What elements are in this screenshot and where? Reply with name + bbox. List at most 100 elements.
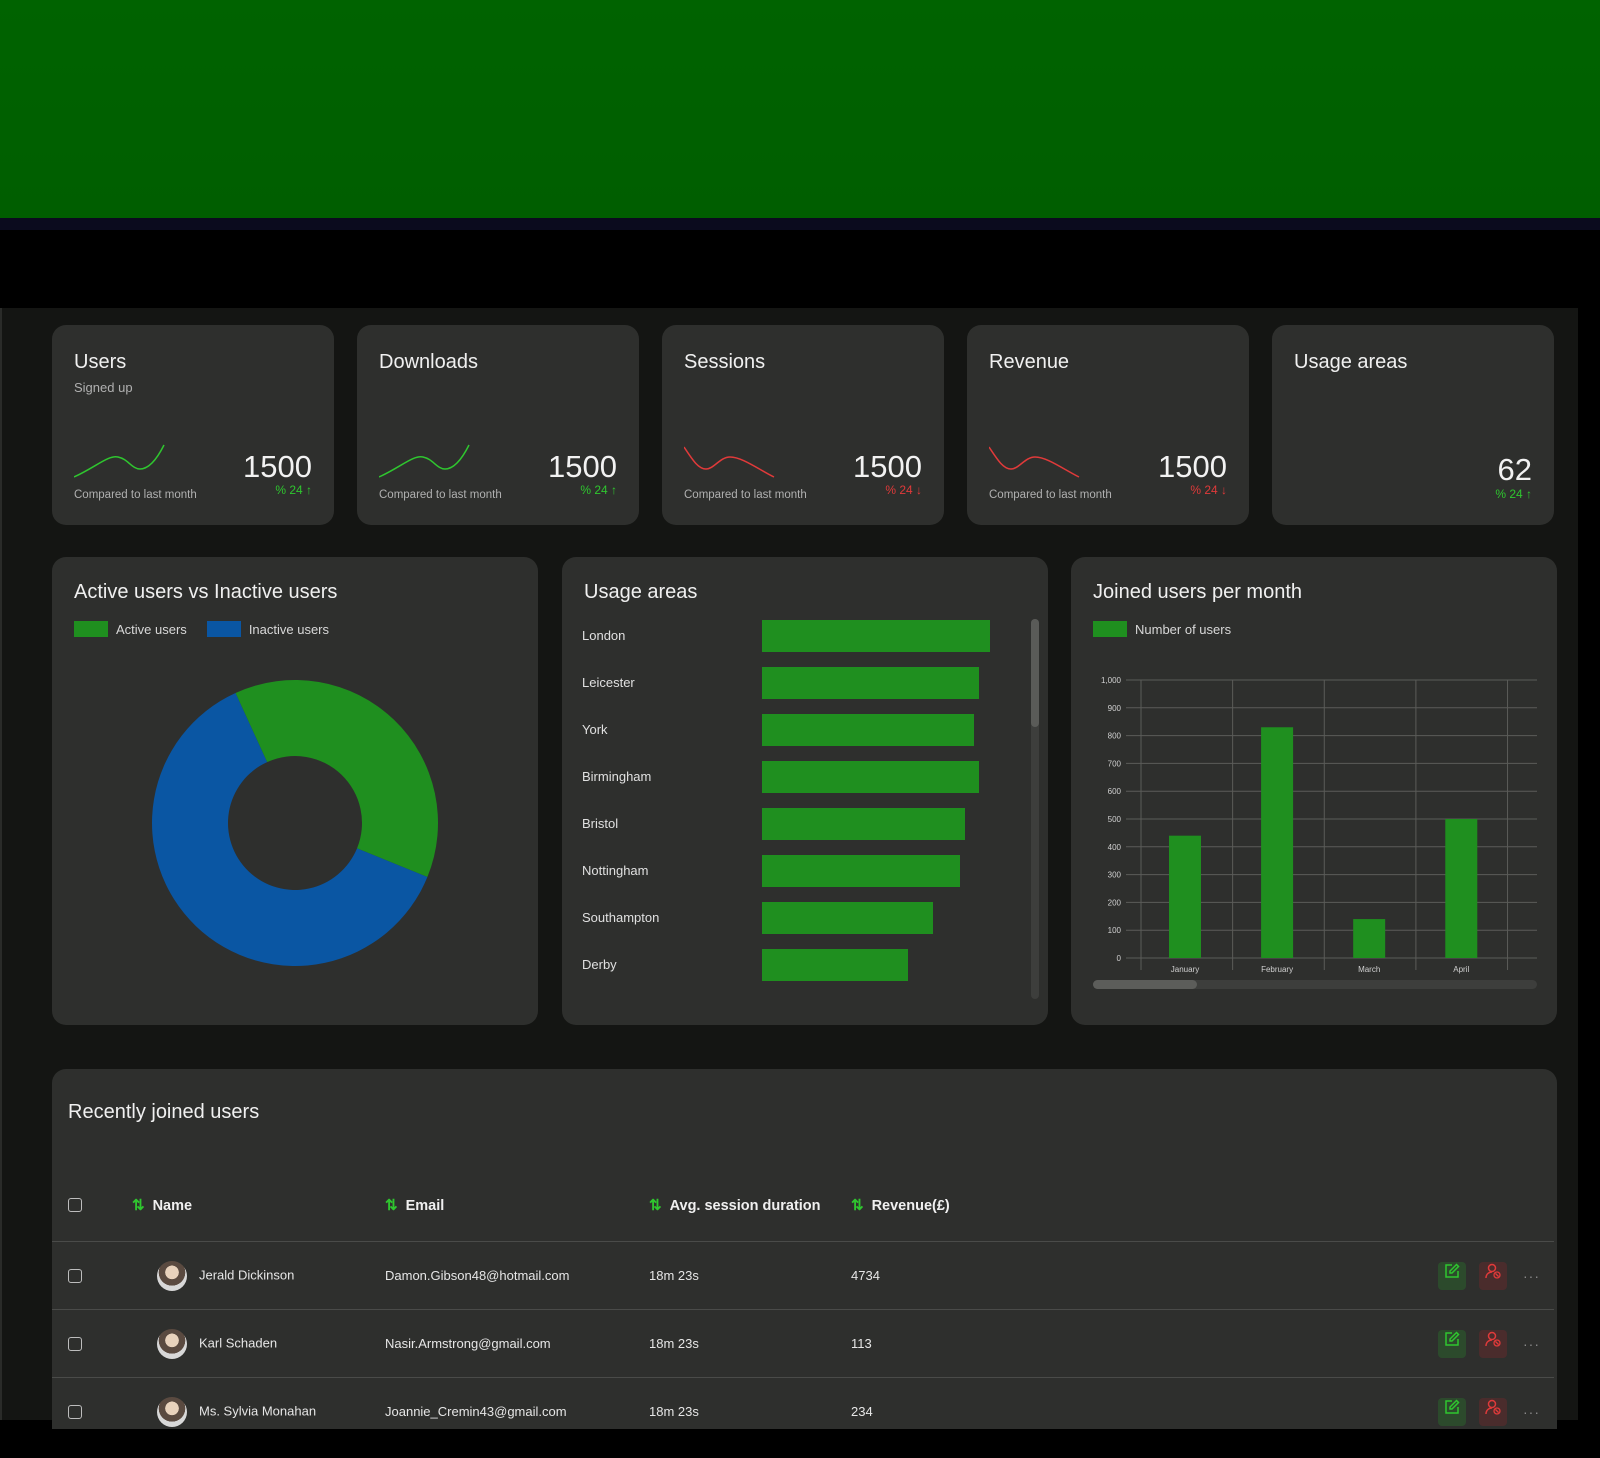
horizontal-scrollbar[interactable] [1093,980,1537,989]
y-tick-label: 500 [1108,815,1122,824]
user-revenue: 113 [851,1309,1171,1378]
stat-card-revenue: Revenue Compared to last month 1500 % 24… [967,325,1249,525]
stat-change: % 24 ↑ [580,483,617,497]
user-email: Nasir.Armstrong@gmail.com [385,1309,649,1378]
row-checkbox[interactable] [68,1405,82,1420]
area-label: Leicester [582,675,635,690]
edit-icon[interactable] [1437,1397,1466,1426]
usage-area-row: Southampton [582,902,1042,934]
legend-item-inactive[interactable]: Inactive users [206,621,329,637]
user-name: Ms. Sylvia Monahan [199,1402,317,1418]
stat-change: % 24 ↑ [1495,487,1532,501]
area-bar[interactable] [762,714,975,746]
row-checkbox[interactable] [68,1269,82,1284]
donut-slice-active-users[interactable] [235,680,439,878]
vertical-scrollbar[interactable] [1031,619,1039,999]
user-name: Karl Schaden [199,1334,278,1350]
usage-area-row: Leicester [582,667,1042,699]
stat-card-usage-areas: Usage areas 62 % 24 ↑ [1272,325,1554,525]
row-checkbox[interactable] [68,1337,82,1352]
column-header-revenue[interactable]: ⇅ Revenue(£) [851,1169,1171,1242]
usage-area-row: Birmingham [582,761,1042,793]
column-header-duration[interactable]: ⇅ Avg. session duration [649,1169,851,1242]
edit-icon[interactable] [1437,1329,1466,1358]
bar-february[interactable] [1261,727,1294,958]
donut-legend: Active users Inactive users [74,621,329,637]
area-bar[interactable] [762,808,965,840]
area-label: Nottingham [582,863,649,878]
user-duration: 18m 23s [649,1377,851,1429]
x-tick-label: February [1261,965,1293,974]
stat-title: Downloads [379,351,478,373]
select-all-checkbox[interactable] [68,1198,82,1213]
stat-compare: Compared to last month [379,489,502,501]
remove-user-icon[interactable] [1479,1397,1508,1426]
stat-value: 62 [1497,452,1532,487]
column-header-email[interactable]: ⇅ Email [385,1169,649,1242]
area-label: Derby [582,957,617,972]
panel-title: Joined users per month [1093,581,1303,603]
bar-january[interactable] [1169,835,1201,958]
joined-users-panel: Joined users per month Number of users 0… [1071,557,1557,1025]
y-tick-label: 1,000 [1101,676,1122,685]
legend-item-active[interactable]: Active users [74,621,187,637]
stat-card-users: Users Signed up Compared to last month 1… [52,325,334,525]
remove-user-icon[interactable] [1479,1329,1508,1358]
legend-swatch [1093,621,1127,637]
area-bar[interactable] [762,902,933,934]
sort-icon[interactable]: ⇅ [851,1197,864,1214]
area-bar[interactable] [762,949,908,981]
table-row[interactable]: Karl Schaden Nasir.Armstrong@gmail.com 1… [52,1309,1554,1378]
table-row[interactable]: Ms. Sylvia Monahan Joannie_Cremin43@gmai… [52,1377,1554,1429]
stat-title: Users [74,351,127,373]
donut-slice-inactive-users[interactable] [152,692,428,966]
stat-change: % 24 ↓ [885,483,922,497]
area-label: Birmingham [582,769,652,784]
user-name: Jerald Dickinson [199,1266,295,1282]
sort-icon[interactable]: ⇅ [649,1197,662,1214]
column-header-name[interactable]: ⇅ Name [132,1169,385,1242]
area-bar[interactable] [762,761,979,793]
recent-users-panel: Recently joined users ⇅ Name ⇅ Email ⇅ Avg.… [52,1069,1557,1429]
avatar [157,1260,187,1291]
legend-item-users[interactable]: Number of users [1093,621,1231,637]
bar-april[interactable] [1445,819,1478,958]
joined-users-chart: 0 100 200 300 400 500 600 700 800 900 1,000 January… [1101,676,1537,974]
usage-area-row: Derby [582,949,1042,981]
sparkline-down [684,446,775,478]
y-tick-label: 400 [1108,843,1122,852]
y-tick-label: 800 [1108,732,1122,741]
hero-banner [0,0,1600,218]
user-duration: 18m 23s [649,1241,851,1310]
y-tick-label: 900 [1108,704,1122,713]
panel-title: Usage areas [584,581,698,603]
user-email: Joannie_Cremin43@gmail.com [385,1377,649,1429]
stat-value: 1500 [243,449,312,484]
recent-users-table: ⇅ Name ⇅ Email ⇅ Avg. session duration ⇅ Rev… [52,1169,1554,1429]
more-icon[interactable]: ··· [1523,1403,1540,1420]
more-icon[interactable]: ··· [1523,1267,1540,1284]
area-bar[interactable] [762,855,961,887]
stat-change: % 24 ↑ [275,483,312,497]
area-bar[interactable] [762,667,979,699]
top-bar [0,230,1600,308]
y-tick-label: 100 [1108,926,1122,935]
remove-user-icon[interactable] [1479,1261,1508,1290]
scrollbar-thumb[interactable] [1031,619,1039,727]
area-bar[interactable] [762,620,990,652]
panel-title: Active users vs Inactive users [74,581,338,603]
scrollbar-thumb[interactable] [1093,980,1197,989]
more-icon[interactable]: ··· [1523,1335,1540,1352]
area-label: York [582,722,608,737]
usage-area-row: London [582,620,1042,652]
table-row[interactable]: Jerald Dickinson Damon.Gibson48@hotmail.… [52,1241,1554,1310]
edit-icon[interactable] [1437,1261,1466,1290]
legend-swatch [206,621,241,637]
joined-legend: Number of users [1093,621,1231,637]
sort-icon[interactable]: ⇅ [385,1197,398,1214]
sort-icon[interactable]: ⇅ [132,1197,145,1214]
stat-title: Sessions [684,351,766,373]
bar-march[interactable] [1353,919,1386,958]
stat-card-downloads: Downloads Compared to last month 1500 % … [357,325,639,525]
user-duration: 18m 23s [649,1309,851,1378]
